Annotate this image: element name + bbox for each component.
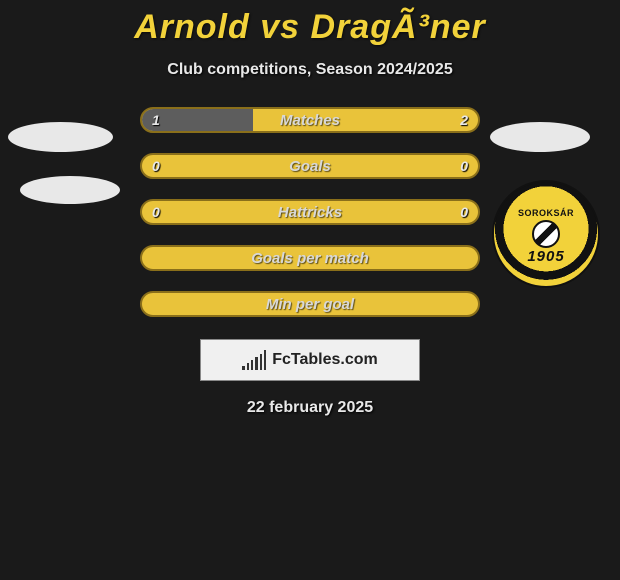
stat-left-value: 0 [152, 158, 160, 174]
title-vs: vs [260, 8, 300, 46]
bar-icon-segment [255, 357, 257, 370]
club-badge-name: SOROKSÁR [518, 208, 574, 218]
stat-row: 0 0 Goals [140, 153, 480, 179]
stat-right-value: 0 [460, 204, 468, 220]
stat-row: 1 2 Matches [140, 107, 480, 133]
bar-chart-icon [242, 350, 266, 370]
title-player1: Arnold [134, 8, 250, 46]
stat-label: Hattricks [278, 204, 342, 221]
footer-logo[interactable]: FcTables.com [200, 339, 420, 381]
date: 22 february 2025 [0, 399, 620, 417]
stats-container: 1 2 Matches 0 0 Goals 0 0 Hattricks Goals per mat… [140, 107, 480, 317]
stat-label: Goals per match [251, 250, 369, 267]
bar-icon-segment [247, 363, 249, 370]
bar-icon-segment [264, 350, 266, 370]
player1-club-placeholder [20, 176, 120, 204]
subtitle: Club competitions, Season 2024/2025 [0, 61, 620, 79]
stat-label: Goals [289, 158, 331, 175]
stat-label: Matches [280, 112, 340, 129]
bar-icon-segment [242, 366, 244, 370]
player1-avatar-placeholder [8, 122, 113, 152]
player2-avatar-placeholder [490, 122, 590, 152]
stat-row: 0 0 Hattricks [140, 199, 480, 225]
club-badge-year: 1905 [527, 248, 564, 265]
stat-row: Goals per match [140, 245, 480, 271]
page-title: Arnold vs DragÃ³ner [0, 0, 620, 47]
stat-right-value: 2 [460, 112, 468, 128]
bar-icon-segment [251, 360, 253, 370]
stat-row: Min per goal [140, 291, 480, 317]
stat-label: Min per goal [266, 296, 354, 313]
stat-left-value: 1 [152, 112, 160, 128]
player2-club-badge: SOROKSÁR 1905 [492, 180, 600, 288]
stat-left-value: 0 [152, 204, 160, 220]
bar-icon-segment [260, 354, 262, 370]
soccer-ball-icon [532, 220, 560, 248]
title-player2: DragÃ³ner [311, 8, 486, 46]
stat-right-value: 0 [460, 158, 468, 174]
footer-brand: FcTables.com [272, 351, 378, 369]
